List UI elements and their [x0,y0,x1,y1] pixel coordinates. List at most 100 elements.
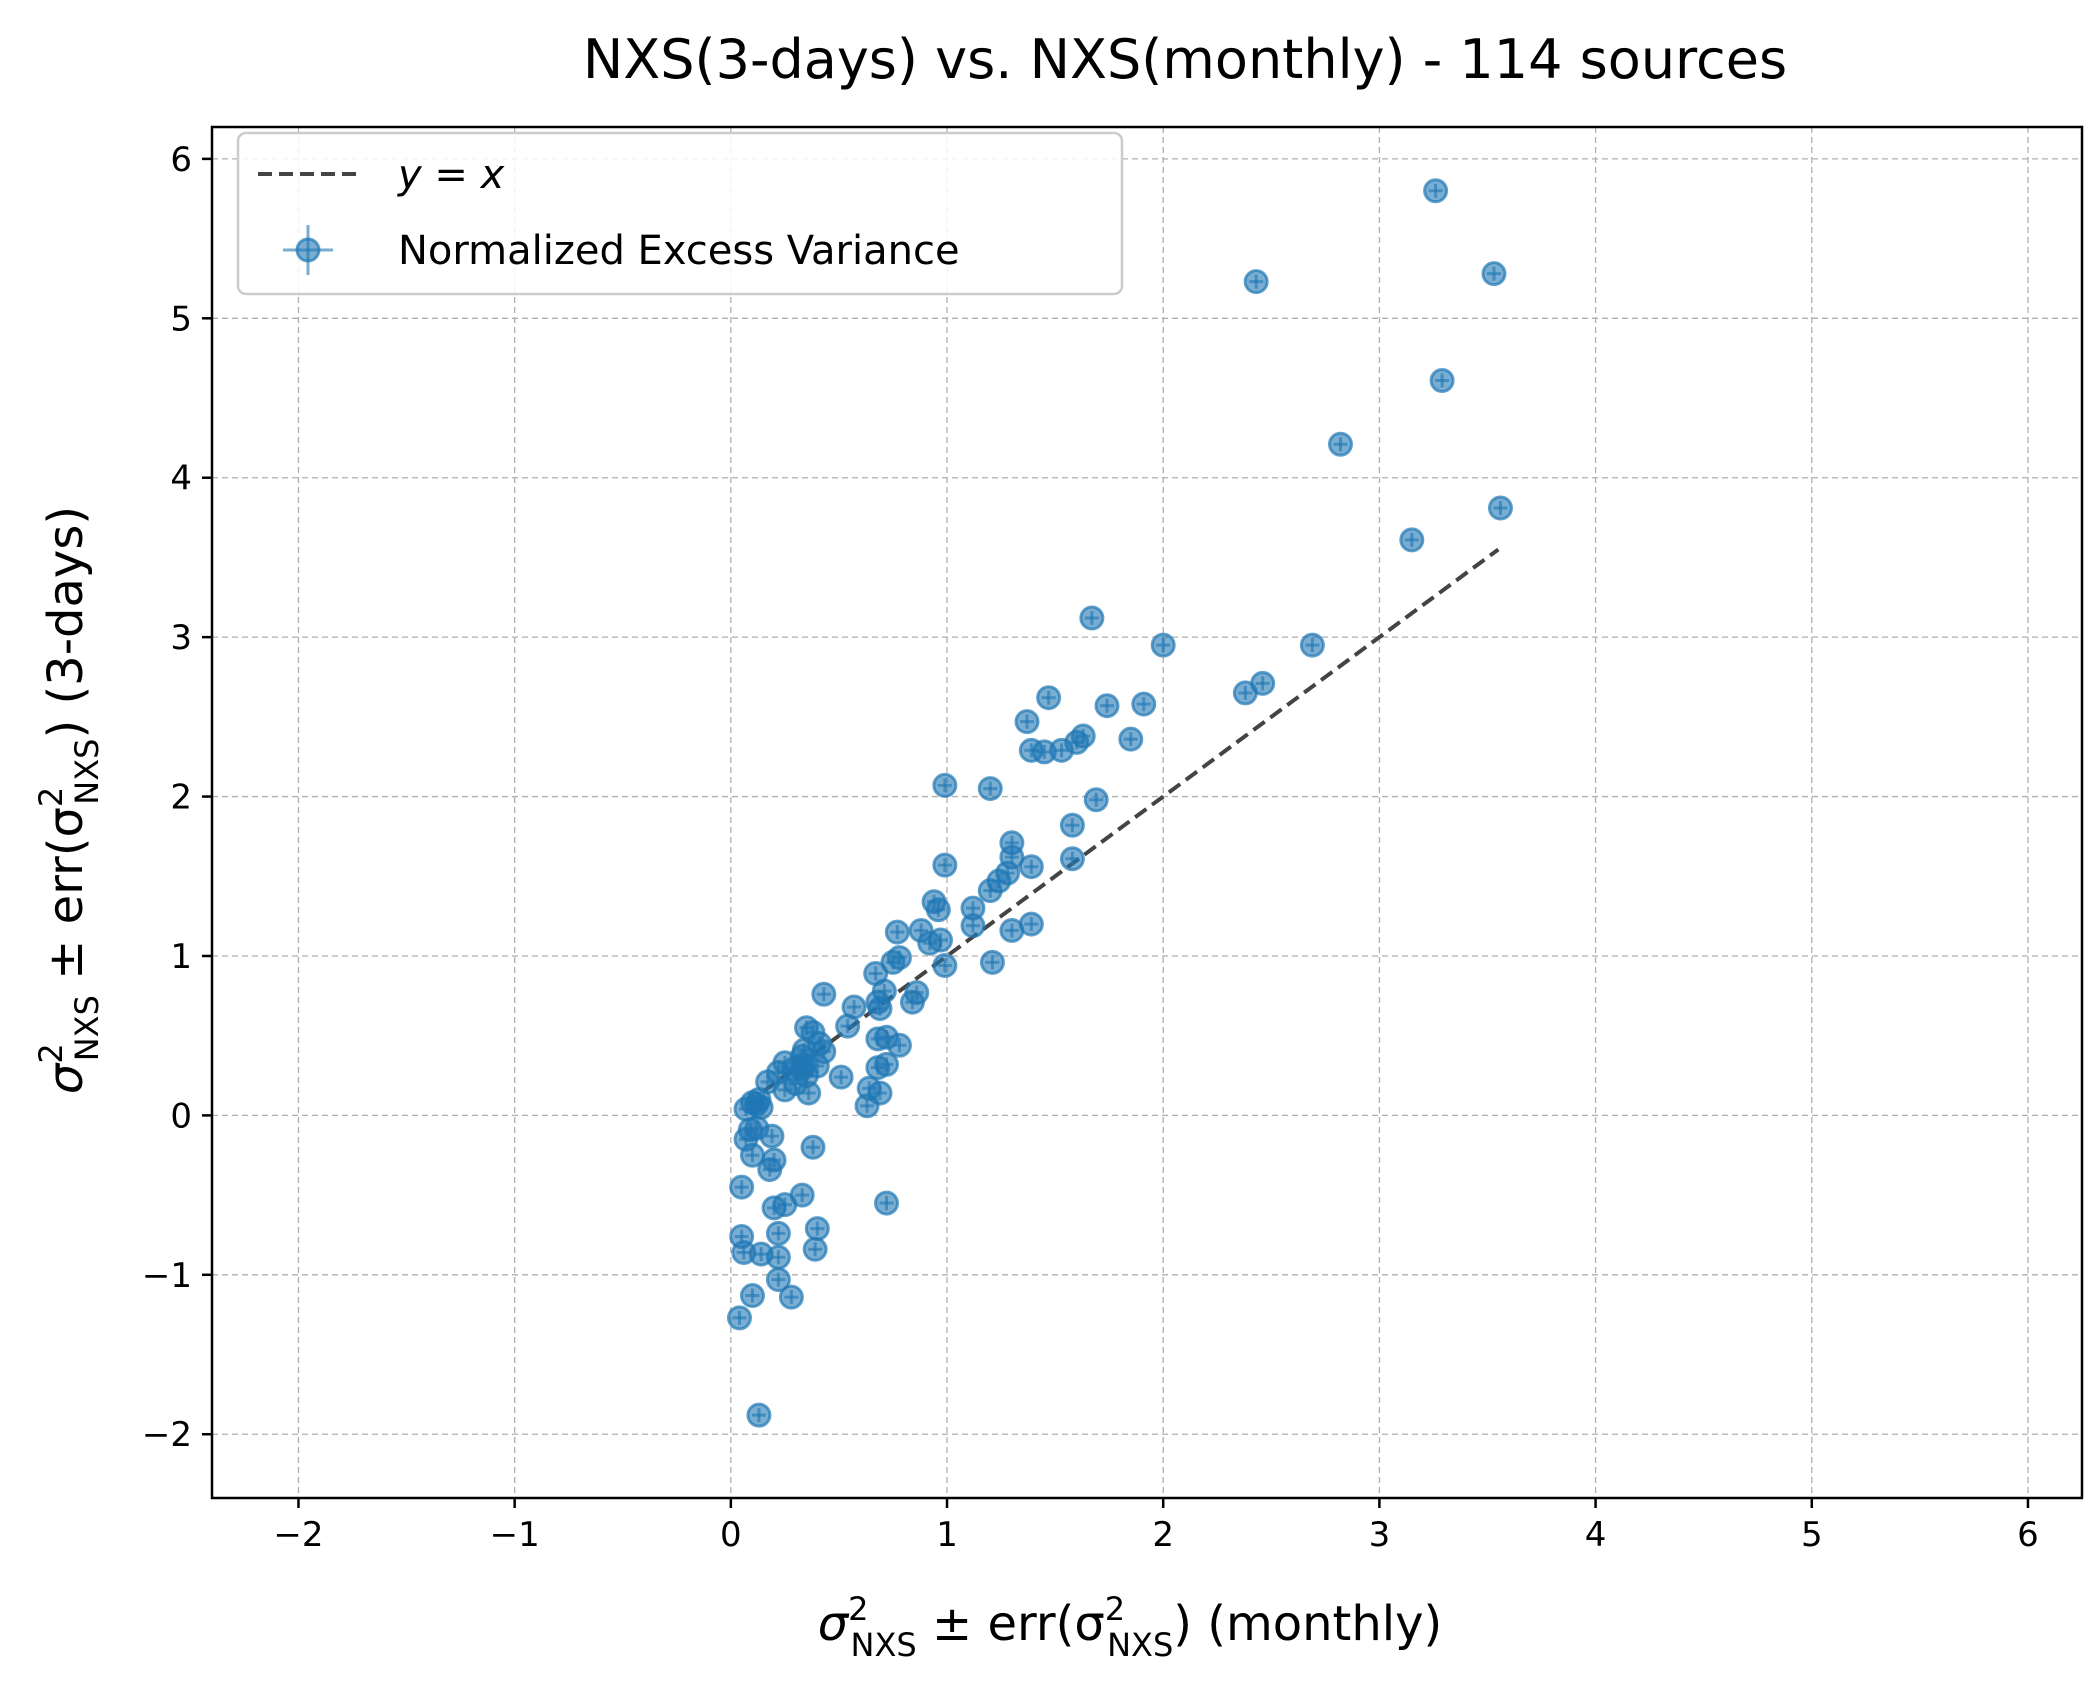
data-point [960,895,986,921]
data-point [1018,854,1044,880]
data-points [726,178,1513,1428]
data-point [811,981,837,1007]
data-point [908,917,934,943]
data-point [880,949,906,975]
point-marker [835,1013,861,1039]
data-point [802,1236,828,1262]
data-point [928,927,954,953]
point-marker [925,897,951,923]
data-point [765,1220,791,1246]
point-marker [1059,846,1085,872]
point-marker [1481,261,1507,287]
point-marker [1014,709,1040,735]
x-tick-label: 0 [720,1515,742,1555]
y-tick-label: 6 [170,140,192,180]
data-point [854,1093,880,1119]
data-point [1059,812,1085,838]
data-point [746,1402,772,1428]
point-marker [977,776,1003,802]
y-tick-label: 4 [170,459,192,499]
point-marker [1243,269,1269,295]
point-marker [1018,911,1044,937]
point-marker [746,1402,772,1428]
point-marker [811,981,837,1007]
x-tick-label: 1 [936,1515,958,1555]
x-tick-label: 3 [1369,1515,1391,1555]
legend-box [236,131,1124,296]
point-marker [804,1216,830,1242]
x-tick-label: 2 [1152,1515,1174,1555]
data-point [800,1134,826,1160]
point-marker [928,927,954,953]
point-marker [932,772,958,798]
data-point [835,1013,861,1039]
point-marker [884,919,910,945]
point-marker [880,949,906,975]
data-point [729,1174,755,1200]
data-point [772,1192,798,1218]
data-point [1327,431,1353,457]
data-point [1429,367,1455,393]
x-tick-label: 5 [1801,1515,1823,1555]
point-marker [1327,431,1353,457]
point-marker [1118,726,1144,752]
data-point [759,1123,785,1149]
y-tick-label: 2 [170,778,192,818]
point-marker [1036,685,1062,711]
data-point [873,1190,899,1216]
data-point [904,980,930,1006]
x-tick-label: 6 [2017,1515,2039,1555]
data-point [804,1216,830,1242]
x-tick-label: −2 [273,1515,323,1555]
point-marker [1131,691,1157,717]
data-point [979,949,1005,975]
point-marker [932,953,958,979]
data-point [1423,178,1449,204]
point-marker [867,996,893,1022]
point-marker [1299,632,1325,658]
point-marker [802,1236,828,1262]
y-tick-label: 3 [170,618,192,658]
point-marker [1059,812,1085,838]
point-marker [977,878,1003,904]
point-marker [800,1134,826,1160]
data-point [932,772,958,798]
data-point [726,1305,752,1331]
point-marker [796,1080,822,1106]
data-point [1059,846,1085,872]
point-marker [1423,178,1449,204]
y-tick-label: 1 [170,937,192,977]
point-marker [828,1064,854,1090]
data-point [772,1077,798,1103]
point-marker [979,949,1005,975]
x-tick-label: 4 [1585,1515,1607,1555]
point-marker [757,1157,783,1183]
data-point [1481,261,1507,287]
point-marker [1399,527,1425,553]
point-marker [765,1244,791,1270]
data-point [1036,685,1062,711]
data-point [828,1064,854,1090]
point-marker [765,1220,791,1246]
point-marker [1018,854,1044,880]
data-point [1399,527,1425,553]
data-point [739,1142,765,1168]
point-marker [1094,693,1120,719]
legend-label-series: Normalized Excess Variance [398,228,960,274]
data-point [765,1267,791,1293]
data-point [977,776,1003,802]
data-point [977,878,1003,904]
y-tick-label: 5 [170,299,192,339]
data-point [778,1284,804,1310]
point-marker [729,1174,755,1200]
point-marker [865,1026,891,1052]
point-marker [765,1267,791,1293]
data-point [1118,726,1144,752]
grid-lines [212,127,2082,1498]
chart-title: NXS(3-days) vs. NXS(monthly) - 114 sourc… [583,28,1787,91]
data-point [1018,911,1044,937]
y-tick-label: −1 [142,1256,192,1296]
point-marker [904,980,930,1006]
data-point [884,919,910,945]
